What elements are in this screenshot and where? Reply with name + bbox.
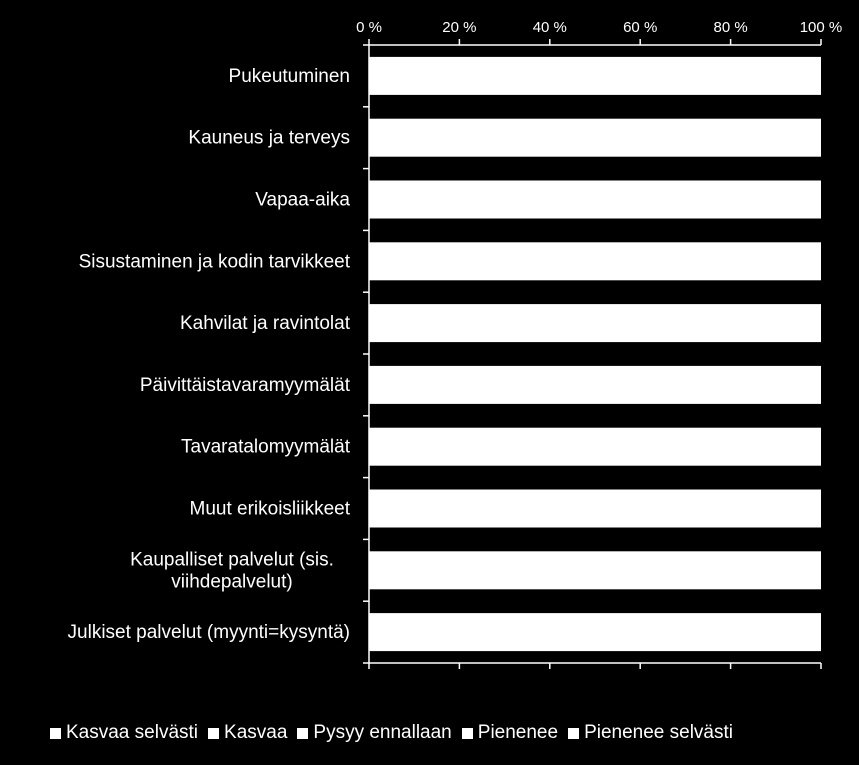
bar-segment (369, 613, 821, 652)
bars (369, 56, 821, 652)
bar-segment (369, 304, 821, 343)
x-tick-label: 40 % (533, 19, 567, 36)
legend-label: Pienenee selvästi (584, 722, 733, 743)
bar-segment (369, 118, 821, 157)
legend-item: Kasvaa (208, 722, 287, 744)
category-label: Sisustaminen ja kodin tarvikkeet (79, 251, 351, 272)
category-label: Muut erikoisliikkeet (190, 499, 351, 520)
legend-label: Kasvaa selvästi (66, 722, 199, 743)
legend-swatch (568, 727, 580, 739)
category-label: Pukeutuminen (229, 66, 350, 87)
category-label: Kauneus ja terveys (188, 128, 350, 149)
bar-segment (369, 242, 821, 281)
x-tick-label: 0 % (356, 19, 382, 36)
bar-segment (369, 489, 821, 528)
bar-segment (369, 551, 821, 590)
category-label: Päivittäistavaramyymälät (140, 375, 351, 396)
bar-segment (369, 365, 821, 404)
category-label: Julkiset palvelut (myynti=kysyntä) (68, 622, 350, 643)
category-label: Kahvilat ja ravintolat (180, 313, 351, 334)
bar-segment (369, 180, 821, 219)
legend-item: Pysyy ennallaan (297, 722, 452, 744)
x-tick-label: 80 % (713, 19, 747, 36)
legend-swatch (50, 727, 61, 739)
legend-item: Pienenee (461, 722, 559, 744)
category-label: Kaupalliset palvelut (sis. viihdepalvelut… (130, 549, 334, 592)
bar-segment (369, 56, 821, 95)
bar-segment (369, 427, 821, 466)
x-tick-label: 60 % (623, 19, 657, 36)
x-tick-label: 100 % (800, 19, 843, 36)
legend: Kasvaa selvästi Kasvaa Pysyy ennallaan Pien… (50, 722, 733, 744)
legend-swatch (297, 727, 309, 739)
legend-label: Pysyy ennallaan (313, 722, 452, 743)
category-labels: Pukeutuminen Kauneus ja terveys Vapaa-aika… (68, 66, 351, 643)
axes (363, 39, 822, 669)
legend-item: Kasvaa selvästi (50, 722, 198, 744)
category-label: Tavaratalomyymälät (181, 437, 351, 458)
category-label: Vapaa-aika (255, 190, 350, 211)
legend-swatch (208, 727, 220, 739)
legend-label: Kasvaa (224, 722, 288, 743)
x-tick-label: 20 % (442, 19, 476, 36)
x-tick-labels: 0 % 20 % 40 % 60 % 80 % 100 % (356, 19, 842, 36)
legend-swatch (461, 727, 473, 739)
legend-label: Pienenee (477, 722, 559, 743)
legend-item: Pienenee selvästi (568, 722, 733, 744)
